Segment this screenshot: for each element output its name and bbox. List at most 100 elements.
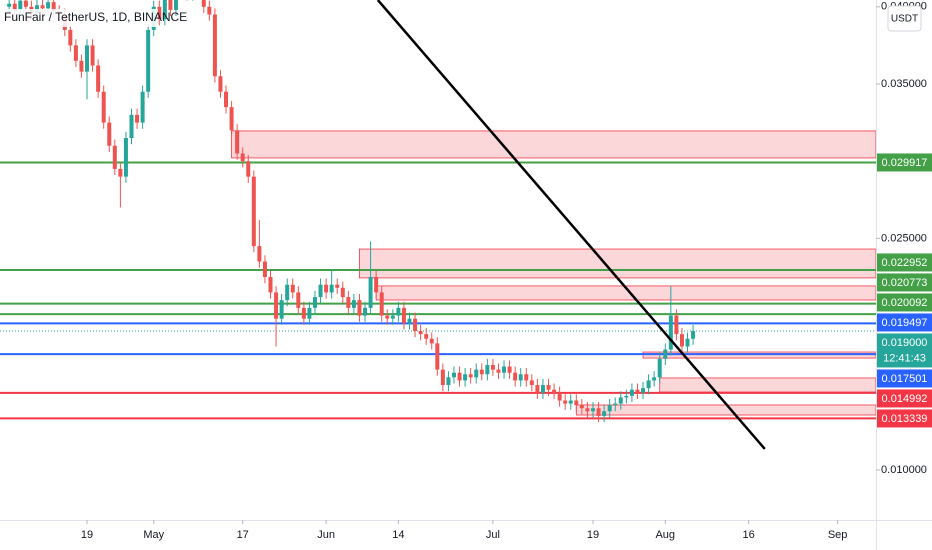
x-tick-label: 19 — [81, 529, 93, 541]
candle-body — [207, 6, 212, 15]
candle-body — [552, 389, 557, 393]
candle-body — [296, 292, 301, 308]
price-label: 0.019497 — [882, 317, 928, 329]
candle-body — [285, 284, 290, 301]
candle-body — [518, 374, 523, 381]
candle-body — [368, 276, 373, 308]
candle-body — [85, 45, 90, 72]
candle-body — [507, 366, 512, 373]
candle-body — [641, 388, 646, 393]
candle-body — [468, 374, 473, 378]
candle-body — [574, 400, 579, 406]
candle-body — [112, 145, 117, 169]
candle-body — [424, 334, 429, 339]
currency: USDT — [891, 14, 918, 25]
candle-body — [268, 276, 273, 293]
candle-body — [162, 0, 167, 20]
candle-body — [107, 122, 112, 146]
candle-body — [140, 91, 145, 123]
candle-body — [524, 374, 529, 381]
candle-body — [652, 377, 657, 381]
candle-body — [173, 0, 178, 10]
candle-body — [613, 403, 618, 406]
candle-body — [540, 385, 545, 393]
price-label-bg — [877, 333, 932, 368]
candle-body — [262, 261, 267, 277]
candle-body — [579, 405, 584, 409]
price-label: 0.014992 — [882, 393, 928, 405]
candle-body — [379, 292, 384, 316]
x-tick-label: May — [143, 529, 164, 541]
zone — [359, 248, 876, 279]
candle-body — [435, 343, 440, 370]
candle-body — [168, 0, 173, 10]
chart-title: FunFair / TetherUS, 1D, BINANCE — [4, 10, 187, 24]
price-label-bg — [877, 293, 932, 312]
candle-body — [602, 411, 607, 416]
candle-body — [685, 338, 690, 347]
candle-body — [629, 389, 634, 396]
candle-body — [385, 315, 390, 319]
candle-body — [312, 297, 317, 308]
candle-body — [73, 45, 78, 61]
price-label-bg — [877, 313, 932, 332]
candle-body — [18, 0, 23, 10]
candle-body — [68, 29, 73, 46]
candle-body — [396, 307, 401, 316]
candle-body — [351, 300, 356, 308]
price-label-bg — [877, 153, 932, 172]
candle-body — [12, 3, 17, 10]
x-tick-label: Aug — [655, 529, 675, 541]
candle-body — [218, 76, 223, 92]
candle-body — [246, 161, 251, 177]
candle-body — [318, 284, 323, 298]
x-tick-label: Sep — [828, 529, 848, 541]
candle-body — [357, 300, 362, 316]
candle-body — [279, 300, 284, 319]
candle-body — [596, 408, 601, 416]
x-tick-label: Jun — [317, 529, 335, 541]
candle-body — [123, 138, 128, 177]
candle-body — [646, 380, 651, 389]
price-label-bg — [877, 389, 932, 408]
candle-body — [129, 114, 134, 139]
x-tick-label: Jul — [486, 529, 500, 541]
zone — [659, 377, 876, 393]
candle-body — [407, 318, 412, 324]
candle-body — [40, 5, 45, 9]
candle-body — [301, 307, 306, 319]
candle-body — [274, 292, 279, 319]
candle-body — [513, 372, 518, 381]
candle-body — [51, 2, 56, 12]
candle-body — [96, 65, 101, 92]
candle-body — [290, 284, 295, 293]
candle-body — [240, 153, 245, 162]
candle-body — [146, 29, 151, 92]
candle-body — [546, 385, 551, 390]
candle-body — [568, 400, 573, 404]
candle-body — [457, 372, 462, 381]
candle-body — [624, 395, 629, 398]
candle-body — [463, 374, 468, 381]
candle-body — [307, 307, 312, 319]
candle-body — [329, 284, 334, 293]
candle-body — [118, 168, 123, 177]
candle-body — [635, 389, 640, 393]
candle-body — [374, 276, 379, 293]
candle-body — [535, 385, 540, 393]
zone — [231, 130, 876, 159]
price-label: 0.020773 — [882, 277, 928, 289]
candle-body — [413, 318, 418, 332]
candle-body — [340, 287, 345, 298]
plot-area — [0, 0, 876, 450]
candle-body — [157, 6, 162, 20]
candle-body — [485, 364, 490, 375]
price-label-bg — [877, 273, 932, 292]
currency-badge[interactable] — [887, 5, 922, 32]
price-label-bg — [877, 253, 932, 272]
candle-body — [418, 331, 423, 335]
candle-body — [335, 284, 340, 288]
candle-body — [23, 0, 28, 7]
